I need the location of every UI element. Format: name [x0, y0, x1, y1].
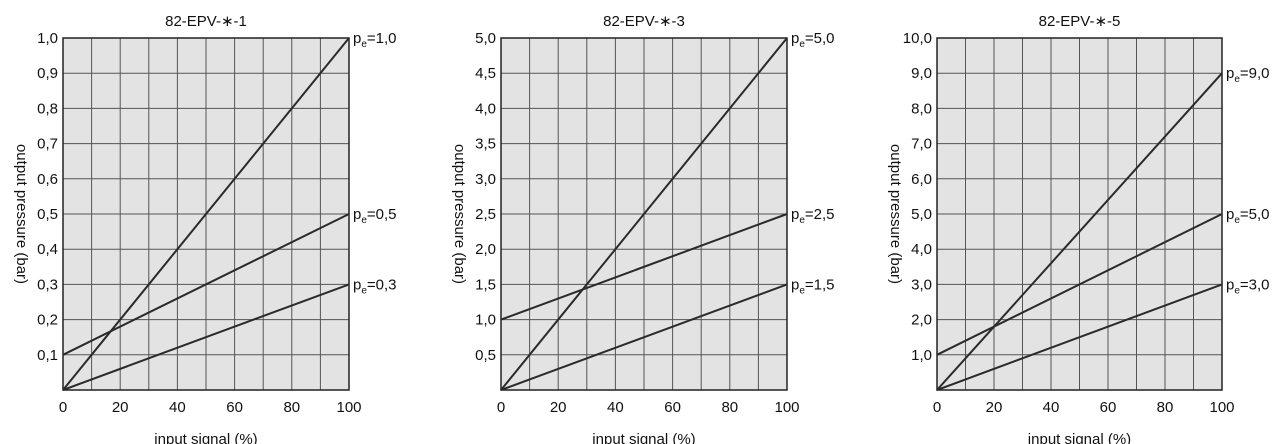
x-tick-label: 0	[497, 399, 505, 416]
y-tick-label: 0,5	[37, 206, 58, 223]
y-tick-label: 10,0	[903, 30, 932, 47]
y-tick-label: 9,0	[911, 65, 932, 82]
x-tick-label: 100	[336, 399, 361, 416]
y-tick-label: 0,7	[37, 136, 58, 153]
series-label: pe=0,3	[353, 276, 397, 296]
x-axis-label: input signal (%)	[1028, 431, 1131, 444]
x-axis-label: input signal (%)	[154, 431, 257, 444]
series-label: pe=2,5	[791, 206, 835, 226]
y-tick-label: 1,0	[475, 312, 496, 329]
x-tick-label: 80	[721, 399, 738, 416]
series-label: pe=9,0	[1226, 65, 1270, 85]
x-tick-label: 20	[112, 399, 129, 416]
x-tick-label: 40	[1043, 399, 1060, 416]
y-tick-label: 7,0	[911, 136, 932, 153]
y-tick-label: 4,5	[475, 65, 496, 82]
y-tick-label: 3,0	[475, 171, 496, 188]
y-tick-label: 2,0	[475, 241, 496, 258]
y-tick-label: 2,5	[475, 206, 496, 223]
series-line	[936, 213, 1223, 356]
y-tick-label: 2,0	[911, 312, 932, 329]
y-tick-label: 1,0	[37, 30, 58, 47]
y-tick-label: 0,4	[37, 241, 58, 258]
series-line	[936, 283, 1223, 391]
chart-title: 82-EPV-∗-3	[603, 13, 685, 30]
series-label: pe=5,0	[1226, 206, 1270, 226]
y-axis-label: output pressure (bar)	[887, 144, 904, 284]
x-axis-label: input signal (%)	[592, 431, 695, 444]
y-tick-label: 0,2	[37, 312, 58, 329]
chart-3: 82-EPV-∗-5 1,0 2,0 3,0 4,0 5,0 6,0 7,0 8,0 9,0 10,…	[887, 13, 1270, 444]
y-tick-label: 1,5	[475, 276, 496, 293]
x-tick-label: 0	[933, 399, 941, 416]
y-tick-label: 5,0	[475, 30, 496, 47]
chart-2: 82-EPV-∗-3 0,5 1,0 1,5 2,0 2,5 3,0 3,5 4,0 4,5 5,0…	[451, 13, 835, 444]
series-label: pe=1,0	[353, 30, 397, 50]
y-tick-label: 8,0	[911, 100, 932, 117]
x-tick-label: 20	[550, 399, 567, 416]
x-tick-label: 40	[607, 399, 624, 416]
series-line	[62, 213, 350, 356]
y-axis-label: output pressure (bar)	[451, 144, 468, 284]
x-tick-label: 80	[1157, 399, 1174, 416]
y-tick-label: 0,6	[37, 171, 58, 188]
y-tick-label: 0,8	[37, 100, 58, 117]
y-tick-label: 1,0	[911, 347, 932, 364]
y-tick-label: 3,5	[475, 136, 496, 153]
y-tick-label: 3,0	[911, 276, 932, 293]
series-label: pe=3,0	[1226, 276, 1270, 296]
x-tick-label: 40	[169, 399, 186, 416]
y-tick-label: 5,0	[911, 206, 932, 223]
series-line	[500, 213, 788, 321]
y-tick-label: 0,5	[475, 347, 496, 364]
y-tick-label: 4,0	[475, 100, 496, 117]
series-label: pe=5,0	[791, 30, 835, 50]
y-tick-label: 0,3	[37, 276, 58, 293]
y-tick-label: 0,1	[37, 347, 58, 364]
chart-title: 82-EPV-∗-1	[165, 13, 247, 30]
y-tick-label: 0,9	[37, 65, 58, 82]
x-tick-label: 80	[283, 399, 300, 416]
y-axis-label: output pressure (bar)	[13, 144, 30, 284]
x-tick-label: 60	[1100, 399, 1117, 416]
series-line	[500, 283, 788, 391]
x-tick-label: 100	[774, 399, 799, 416]
y-tick-label: 4,0	[911, 241, 932, 258]
series-line	[62, 283, 350, 391]
chart-1: 82-EPV-∗-1 0,1 0,2 0,3 0,4 0,5 0,6 0,7 0,8 0,9 1,0…	[13, 13, 397, 444]
x-tick-label: 60	[664, 399, 681, 416]
x-tick-label: 60	[226, 399, 243, 416]
chart-title: 82-EPV-∗-5	[1039, 13, 1121, 30]
x-tick-label: 100	[1209, 399, 1234, 416]
series-line	[500, 37, 788, 391]
series-line	[936, 72, 1223, 391]
x-tick-label: 0	[59, 399, 67, 416]
series-label: pe=0,5	[353, 206, 397, 226]
series-label: pe=1,5	[791, 276, 835, 296]
x-tick-label: 20	[986, 399, 1003, 416]
y-tick-label: 6,0	[911, 171, 932, 188]
